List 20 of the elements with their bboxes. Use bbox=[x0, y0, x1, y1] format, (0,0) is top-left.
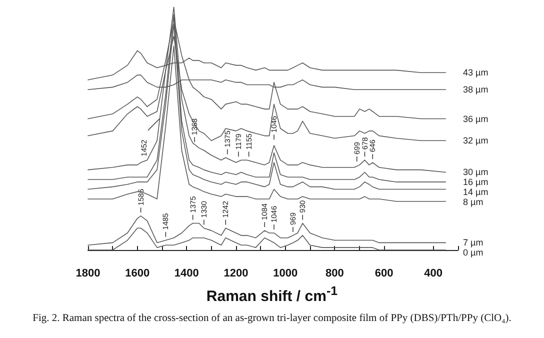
series-label: 32 µm bbox=[463, 136, 488, 146]
caption: Fig. 2. Raman spectra of the cross-section of an as-grown tri-layer composite film of PPy (DBS)/PTh/PPy (ClO₄). bbox=[32, 313, 512, 324]
series-label: 8 µm bbox=[463, 197, 484, 208]
x-tick-label: 1000 bbox=[273, 268, 298, 280]
series-label: 0 µm bbox=[463, 248, 484, 258]
series-label: 43 µm bbox=[463, 68, 488, 78]
x-tick-label: 1200 bbox=[224, 268, 248, 280]
x-tick-label: 1600 bbox=[125, 268, 150, 280]
x-tick-label: 600 bbox=[374, 268, 394, 280]
series-label: 7 µm bbox=[463, 238, 484, 248]
series-label: 38 µm bbox=[463, 84, 488, 95]
x-axis-title: Raman shift / cm$^{-1}$ bbox=[205, 284, 339, 305]
x-tick-label: 400 bbox=[424, 268, 443, 280]
x-tick-label: 800 bbox=[325, 268, 344, 280]
series-label: 36 µm bbox=[463, 114, 488, 124]
series-label: 14 µm bbox=[463, 187, 488, 198]
series-label: 30 µm bbox=[463, 167, 488, 178]
x-tick-label: 1800 bbox=[76, 268, 100, 280]
series-label: 16 µm bbox=[463, 177, 488, 188]
x-tick-label: 1400 bbox=[174, 268, 199, 280]
